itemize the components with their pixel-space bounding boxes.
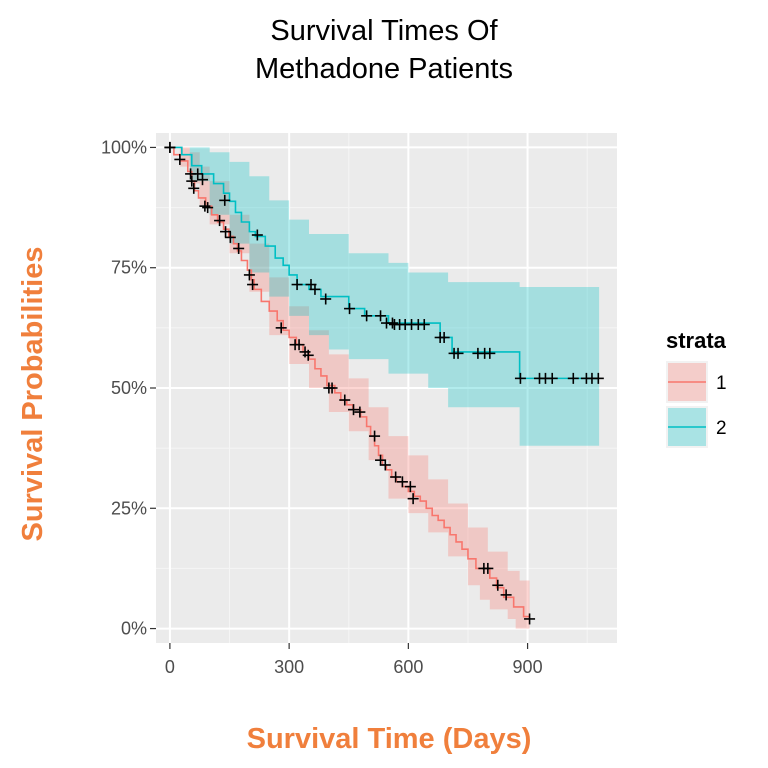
censor-mark-series-2-22 <box>438 331 450 343</box>
censor-mark-series-2-6 <box>291 279 303 291</box>
x-tick-label-3: 900 <box>513 657 543 677</box>
grid-lines <box>156 133 617 643</box>
censor-mark-series-1-4 <box>199 200 211 212</box>
x-tick-label-1: 300 <box>274 657 304 677</box>
censor-mark-series-1-22 <box>369 430 381 442</box>
y-axis-title: Survival Probabilities <box>17 247 49 542</box>
censor-mark-series-1-19 <box>339 394 351 406</box>
x-axis-title: Survival Time (Days) <box>247 723 532 755</box>
censor-mark-series-2-35 <box>592 372 604 384</box>
censor-mark-series-2-9 <box>320 293 332 305</box>
censor-mark-series-2-4 <box>219 194 231 206</box>
censor-mark-series-1-27 <box>404 481 416 493</box>
censor-mark-series-1-6 <box>214 215 226 227</box>
censor-marks <box>164 141 604 625</box>
censor-mark-series-1-14 <box>293 339 305 351</box>
censor-mark-series-2-28 <box>514 372 526 384</box>
censor-mark-series-1-18 <box>326 382 338 394</box>
censor-mark-series-2-3 <box>196 174 208 186</box>
censor-mark-series-1-1 <box>174 153 186 165</box>
censor-mark-series-1-7 <box>220 226 232 238</box>
y-tick-label-2: 50% <box>111 378 147 398</box>
censor-mark-series-1-5 <box>202 202 214 214</box>
censor-mark-series-1-23 <box>375 454 387 466</box>
censor-mark-series-1-10 <box>243 269 255 281</box>
censor-mark-series-2-0 <box>164 141 176 153</box>
chart-title-line-1: Survival Times Of <box>270 15 498 47</box>
censor-mark-series-2-27 <box>484 347 496 359</box>
confidence-band-series-1 <box>169 147 530 629</box>
censor-mark-series-1-25 <box>390 471 402 483</box>
censor-mark-series-1-26 <box>396 476 408 488</box>
censor-mark-series-1-11 <box>247 279 259 291</box>
confidence-bands <box>169 147 600 629</box>
x-tick-label-2: 600 <box>393 657 423 677</box>
censor-mark-series-2-14 <box>386 317 398 329</box>
censor-mark-series-1-32 <box>500 589 512 601</box>
y-tick-label-3: 75% <box>111 258 147 278</box>
y-tick-label-0: 0% <box>121 619 147 639</box>
axes: 0 300 600 900 0% 25% 50% 75% 100% <box>101 137 543 677</box>
censor-mark-series-2-32 <box>567 372 579 384</box>
legend-label-1: 1 <box>716 373 727 394</box>
y-tick-label-4: 100% <box>101 137 147 157</box>
censor-mark-series-1-28 <box>407 493 419 505</box>
x-tick-label-0: 0 <box>165 657 175 677</box>
censor-mark-series-1-24 <box>379 459 391 471</box>
censor-mark-series-1-31 <box>492 579 504 591</box>
censor-mark-series-1-20 <box>348 404 360 416</box>
legend-title: strata <box>666 328 727 353</box>
legend-label-2: 2 <box>716 418 727 439</box>
censor-mark-series-1-16 <box>302 349 314 361</box>
censor-mark-series-2-5 <box>251 229 263 241</box>
censor-mark-series-2-8 <box>309 283 321 295</box>
censor-mark-series-2-2 <box>192 168 204 180</box>
censor-mark-series-1-33 <box>524 613 536 625</box>
legend: strata 1 2 <box>666 328 727 448</box>
chart-title-line-2: Methadone Patients <box>255 53 513 85</box>
censor-mark-series-1-8 <box>224 231 236 243</box>
censor-mark-series-2-12 <box>375 310 387 322</box>
censor-mark-series-2-10 <box>344 303 356 315</box>
confidence-band-series-2 <box>169 147 600 446</box>
censor-mark-series-1-3 <box>188 182 200 194</box>
censor-mark-series-2-11 <box>361 310 373 322</box>
survival-step-line-series-1 <box>169 146 530 618</box>
censor-mark-series-1-21 <box>354 406 366 418</box>
censor-mark-series-1-30 <box>478 562 490 574</box>
censor-mark-series-1-12 <box>275 322 287 334</box>
censor-mark-series-2-31 <box>546 372 558 384</box>
censor-mark-series-1-9 <box>233 242 245 254</box>
y-tick-label-1: 25% <box>111 498 147 518</box>
censor-mark-series-2-24 <box>452 347 464 359</box>
censor-mark-series-1-2 <box>186 175 198 187</box>
censor-mark-series-2-20 <box>418 318 430 330</box>
